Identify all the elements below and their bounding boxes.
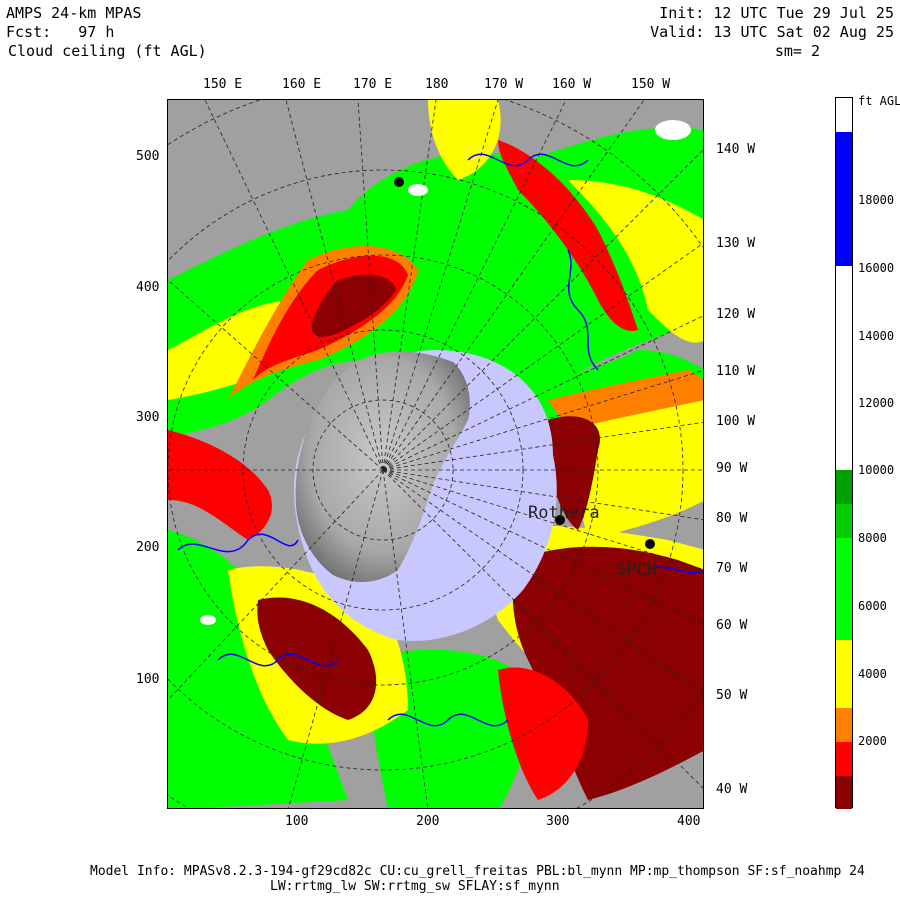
colorbar-label: 18000 xyxy=(858,193,895,207)
cbar-dgreen2 xyxy=(836,504,852,538)
top-lon-label: 170 E xyxy=(353,77,393,92)
model-info-line2: LW:rrtmg_lw SW:rrtmg_sw SFLAY:sf_mynn xyxy=(270,879,560,894)
right-lon-label: 50 W xyxy=(716,688,748,703)
y-tick-label: 400 xyxy=(136,280,160,295)
station-marker xyxy=(394,177,404,187)
station-marker xyxy=(645,539,655,549)
top-lon-label: 150 W xyxy=(631,77,671,92)
valid-time: Valid: 13 UTC Sat 02 Aug 25 xyxy=(650,23,894,41)
red-band xyxy=(168,430,272,540)
yellow-zone xyxy=(568,180,703,343)
cbar-lgreen xyxy=(836,572,852,640)
white-patches xyxy=(200,120,691,625)
red-band xyxy=(498,667,588,800)
top-lon-label: 180 xyxy=(425,77,449,92)
colorbar-label: 8000 xyxy=(858,531,887,545)
colorbar-label: 2000 xyxy=(858,734,887,748)
cbar-dgreen xyxy=(836,470,852,504)
field-name: Cloud ceiling (ft AGL) xyxy=(8,42,207,60)
top-lon-label: 170 W xyxy=(484,77,524,92)
colorbar-label: 6000 xyxy=(858,599,887,613)
right-lon-label: 80 W xyxy=(716,511,748,526)
right-lon-label: 130 W xyxy=(716,236,756,251)
right-lon-label: 100 W xyxy=(716,414,756,429)
cbar-red xyxy=(836,742,852,776)
colorbar-label: 12000 xyxy=(858,396,895,410)
y-tick-label: 300 xyxy=(136,410,160,425)
right-lon-label: 140 W xyxy=(716,142,756,157)
contour-lines xyxy=(177,153,703,727)
cbar-blue xyxy=(836,132,852,266)
red-band xyxy=(498,140,638,331)
top-lon-label: 150 E xyxy=(203,77,243,92)
model-info-line1: Model Info: MPASv8.2.3-194-gf29cd82c CU:… xyxy=(90,864,865,879)
yellow-zone xyxy=(428,100,501,180)
dark-red-core xyxy=(512,546,703,800)
smoothing-label: sm= 2 xyxy=(774,42,820,60)
right-lon-label: 90 W xyxy=(716,461,748,476)
cbar-white xyxy=(836,98,852,132)
station-label: Rothera xyxy=(528,503,600,523)
station-marker xyxy=(555,515,565,525)
colorbar-label: 16000 xyxy=(858,261,895,275)
right-lon-label: 110 W xyxy=(716,364,756,379)
colorbar xyxy=(835,97,853,809)
right-lon-label: 120 W xyxy=(716,307,756,322)
green-field-south xyxy=(368,649,531,808)
y-tick-label: 200 xyxy=(136,540,160,555)
cbar-mgreen xyxy=(836,538,852,572)
cbar-white xyxy=(836,266,852,470)
right-lon-label: 70 W xyxy=(716,561,748,576)
colorbar-unit: ft AGL xyxy=(858,94,900,108)
right-lon-label: 40 W xyxy=(716,782,748,797)
cloud-ceiling-map: Rothera SPCH xyxy=(168,100,703,808)
station-label: SPCH xyxy=(616,560,657,580)
forecast-hour: Fcst: 97 h xyxy=(6,23,115,41)
dark-red-core xyxy=(257,597,377,720)
right-lon-label: 60 W xyxy=(716,618,748,633)
init-time: Init: 12 UTC Tue 29 Jul 25 xyxy=(659,4,894,22)
x-tick-label: 200 xyxy=(416,814,440,829)
colorbar-label: 14000 xyxy=(858,329,895,343)
cbar-darkred xyxy=(836,776,852,809)
cbar-yellow xyxy=(836,640,852,708)
x-tick-label: 400 xyxy=(677,814,701,829)
yellow-zone xyxy=(568,385,703,540)
x-tick-label: 300 xyxy=(546,814,570,829)
model-title: AMPS 24-km MPAS xyxy=(6,4,142,22)
top-lon-label: 160 W xyxy=(552,77,592,92)
colorbar-label: 10000 xyxy=(858,463,895,477)
dark-red-core xyxy=(311,274,396,337)
top-lon-label: 160 E xyxy=(282,77,322,92)
y-tick-label: 500 xyxy=(136,149,160,164)
x-tick-label: 100 xyxy=(285,814,309,829)
orange-band xyxy=(548,370,703,430)
cbar-orange xyxy=(836,708,852,742)
graticule xyxy=(168,100,703,808)
colorbar-label: 4000 xyxy=(858,667,887,681)
map-panel: Rothera SPCH xyxy=(167,99,704,809)
y-tick-label: 100 xyxy=(136,672,160,687)
